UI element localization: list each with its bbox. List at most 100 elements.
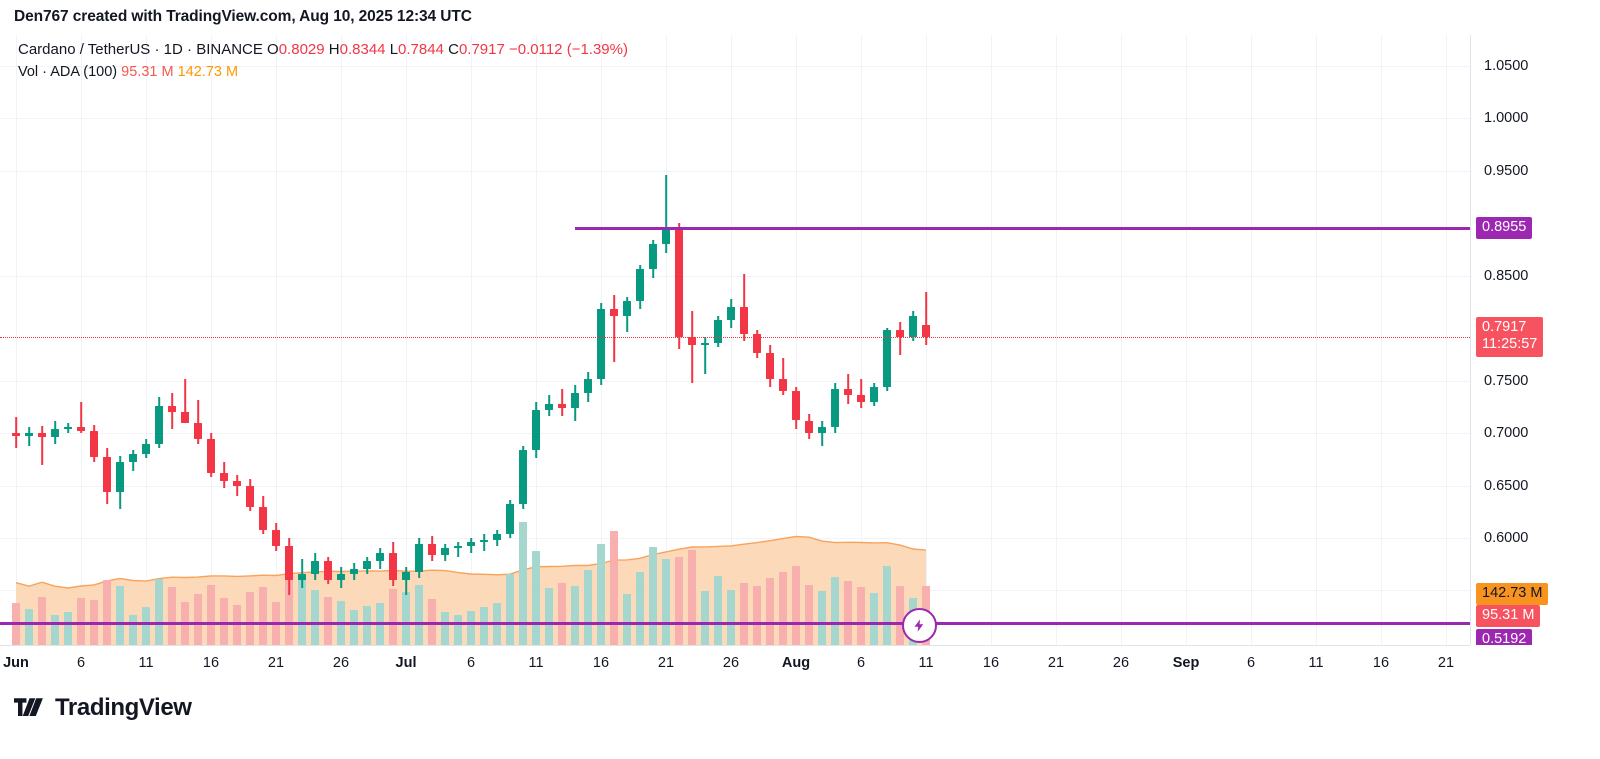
candlestick: [453, 35, 463, 645]
volume-bar: [661, 558, 671, 645]
candle-body: [167, 405, 177, 413]
volume-bar: [635, 571, 645, 645]
candle-body: [375, 552, 385, 562]
volume-ma-badge[interactable]: 142.73 M: [1476, 582, 1549, 605]
candle-body: [830, 389, 840, 427]
candlestick: [141, 35, 151, 645]
volume-bar: [37, 596, 47, 645]
resistance-line[interactable]: [575, 227, 1470, 231]
candle-wick: [184, 378, 186, 419]
candle-body: [258, 506, 268, 530]
volume-bar: [648, 546, 658, 645]
last-price-badge[interactable]: 0.7917 11:25:57: [1476, 316, 1544, 357]
resistance-price-badge[interactable]: 0.8955: [1476, 217, 1533, 240]
candle-wick: [197, 399, 199, 444]
time-tick-label: 11: [138, 655, 154, 671]
candlestick: [726, 35, 736, 645]
volume-bar: [479, 607, 489, 645]
time-tick-label: 16: [1372, 655, 1390, 671]
candlestick: [882, 35, 892, 645]
candlestick: [440, 35, 450, 645]
candle-wick: [80, 401, 82, 434]
candle-body: [219, 472, 229, 482]
candle-body: [843, 389, 853, 396]
volume-bar: [466, 610, 476, 645]
grid-line-horizontal: [0, 538, 1470, 539]
volume-bar: [739, 582, 749, 645]
volume-bar: [50, 615, 60, 645]
candle-wick: [782, 357, 784, 396]
volume-bar: [24, 608, 34, 645]
time-tick-label: 21: [1437, 655, 1455, 671]
time-tick-label: Sep: [1172, 655, 1200, 671]
candle-body: [24, 433, 34, 437]
candle-body: [674, 229, 684, 337]
volume-last-badge[interactable]: 95.31 M: [1476, 604, 1541, 627]
candlestick: [674, 35, 684, 645]
candle-body: [284, 546, 294, 580]
volume-bar: [765, 578, 775, 645]
legend-high-value: 0.8344: [339, 41, 386, 58]
candlestick: [583, 35, 593, 645]
candle-body: [817, 426, 827, 434]
volume-bar: [505, 573, 515, 645]
candlestick: [362, 35, 372, 645]
candlestick: [206, 35, 216, 645]
candle-wick: [457, 542, 459, 557]
candle-body: [583, 378, 593, 394]
candle-wick: [301, 558, 303, 589]
volume-bar: [700, 591, 710, 645]
legend-symbol[interactable]: Cardano / TetherUS: [18, 41, 151, 58]
volume-bar: [141, 606, 151, 645]
candle-wick: [561, 389, 563, 417]
candlestick: [518, 35, 528, 645]
support-line[interactable]: [0, 621, 1470, 625]
price-tick-label: 0.7500: [1484, 372, 1529, 389]
time-axis[interactable]: Jun 6 11 16 21 26 Jul 6 11 16 21 26 Aug 6 11 16 21 26 Sep 6…: [0, 645, 1600, 685]
time-tick-label: 11: [528, 655, 544, 671]
tradingview-logo-icon: [14, 698, 43, 716]
candle-body: [362, 561, 372, 570]
candle-body: [700, 342, 710, 345]
legend-symbol-row[interactable]: Cardano / TetherUS · 1D · BINANCE O0.802…: [18, 39, 628, 60]
candlestick: [167, 35, 177, 645]
candlestick: [492, 35, 502, 645]
chart-canvas[interactable]: [0, 35, 1470, 645]
candlestick: [895, 35, 905, 645]
candlestick: [11, 35, 21, 645]
candle-body: [11, 433, 21, 437]
grid-line-vertical: [276, 35, 277, 645]
volume-ma-fill: [16, 536, 926, 645]
candlestick: [609, 35, 619, 645]
legend-volume-title[interactable]: Vol · ADA (100): [18, 64, 118, 80]
candle-wick: [847, 374, 849, 404]
candlestick: [89, 35, 99, 645]
grid-line-horizontal: [0, 275, 1470, 277]
volume-bar: [362, 606, 372, 645]
grid-line-vertical: [1446, 35, 1447, 645]
candle-body: [141, 443, 151, 455]
legend-interval[interactable]: 1D: [163, 41, 183, 58]
candlestick: [817, 35, 827, 645]
candlestick: [349, 35, 359, 645]
volume-bar: [544, 587, 554, 645]
candle-body: [349, 569, 359, 574]
volume-bar: [258, 587, 268, 645]
volume-bar: [726, 590, 736, 645]
volume-bar: [310, 590, 320, 645]
grid-line-horizontal: [0, 485, 1470, 487]
candle-body: [323, 561, 333, 580]
candlestick: [245, 35, 255, 645]
grid-line-vertical: [211, 35, 212, 645]
candle-body: [661, 229, 671, 245]
legend-volume-row[interactable]: Vol · ADA (100) 95.31 M 142.73 M: [18, 62, 628, 83]
price-tick-label: 1.0000: [1484, 110, 1529, 127]
legend-exchange[interactable]: BINANCE: [196, 41, 263, 58]
lightning-bolt-icon[interactable]: [902, 607, 937, 643]
volume-ma-area: [15, 535, 927, 645]
candlestick: [557, 35, 567, 645]
volume-bar: [154, 578, 164, 645]
grid-line-vertical: [1186, 35, 1187, 645]
candlestick: [479, 35, 489, 645]
price-axis[interactable]: 1.0500 1.0000 0.9500 0.8500 0.7500 0.7000 0.65…: [1470, 35, 1600, 651]
